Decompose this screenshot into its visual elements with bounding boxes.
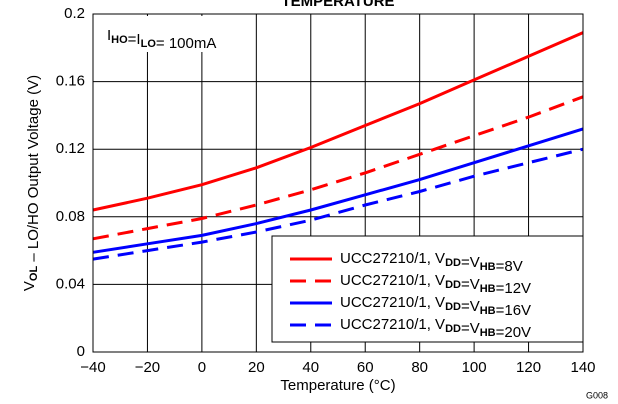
y-axis-label: VOL – LO/HO Output Voltage (V) [21,75,42,291]
y-tick-label: 0.12 [56,140,85,157]
plot-frame [92,13,584,353]
series-line [92,31,584,212]
y-tick-label: 0.16 [56,73,85,90]
x-tick-label: 60 [357,359,374,376]
annotation-box [95,16,255,52]
y-tick-label: 0.08 [56,208,85,225]
y-tick-label: 0.04 [56,275,85,292]
y-tick-label: 0 [77,343,85,360]
x-tick-label: 120 [516,359,541,376]
x-tick-label: −20 [135,359,160,376]
x-tick-label: 100 [462,359,487,376]
x-tick-label: 20 [248,359,265,376]
x-axis-label: Temperature (°C) [280,377,395,394]
series-line [92,127,584,254]
chart-title: TEMPERATURE [281,0,394,10]
x-tick-label: −40 [80,359,105,376]
x-tick-label: 40 [302,359,319,376]
y-tick-label: 0.2 [64,5,85,22]
x-tick-label: 80 [411,359,428,376]
x-tick-label: 140 [570,359,595,376]
series-line [92,95,584,241]
x-tick-label: 0 [198,359,206,376]
figure-id: G008 [586,390,608,400]
series-line [92,147,584,261]
